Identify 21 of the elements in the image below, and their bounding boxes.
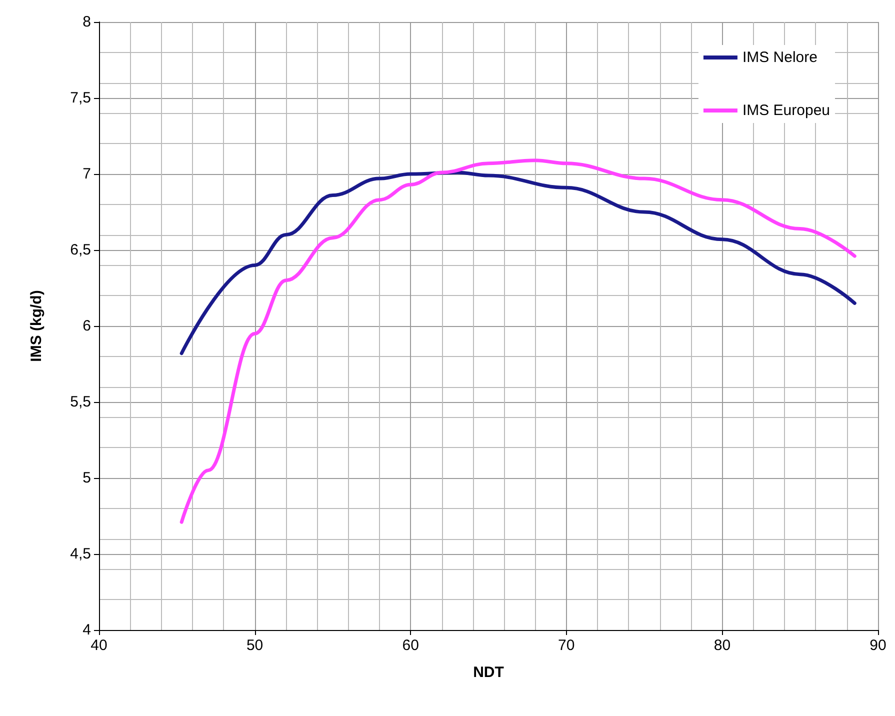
y-axis-title: IMS (kg/d): [28, 290, 45, 362]
legend-label: IMS Nelore: [742, 49, 818, 66]
y-tick-label: 4: [82, 622, 91, 638]
x-tick-label: 90: [870, 637, 886, 654]
y-tick-label: 6: [82, 318, 91, 334]
y-tick-label: 7,5: [70, 90, 91, 106]
x-tick-label: 80: [714, 637, 731, 654]
x-axis-title: NDT: [473, 664, 504, 681]
y-tick-label: 8: [82, 14, 91, 30]
x-tick-label: 60: [402, 637, 419, 654]
x-tick-label: 50: [246, 637, 264, 654]
x-tick-label: 40: [90, 637, 108, 654]
y-tick-label: 4,5: [70, 546, 91, 562]
line-series: [180, 170, 856, 356]
y-tick-label: 5: [82, 470, 91, 486]
legend-label: IMS Europeu: [742, 102, 830, 119]
line-series: [180, 158, 856, 524]
y-tick-label: 5,5: [70, 394, 91, 410]
y-tick-label: 7: [82, 166, 91, 182]
x-tick-label: 70: [558, 637, 575, 654]
y-tick-label: 6,5: [70, 242, 91, 258]
